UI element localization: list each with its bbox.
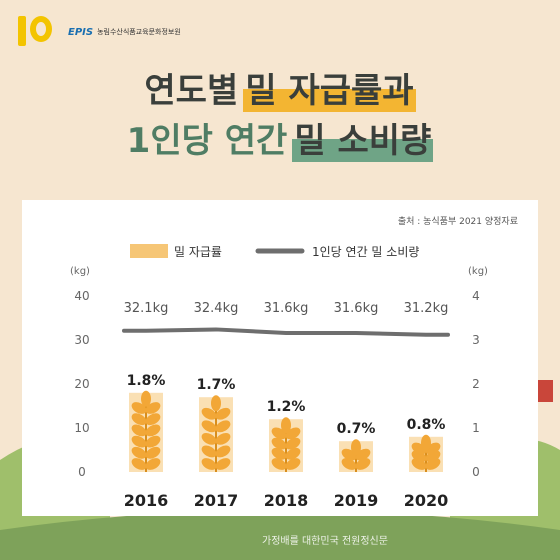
- watermark: 가정배를 대한민국 전원정신문: [262, 536, 388, 547]
- left-axis-tick: 0: [78, 465, 86, 479]
- title-part-2b: 밀 소비량: [292, 120, 434, 162]
- legend-label-bar: 밀 자급률: [174, 245, 222, 259]
- line-data-label: 31.6kg: [334, 301, 379, 316]
- right-axis-tick: 1: [472, 421, 480, 435]
- bar-data-label: 1.7%: [197, 377, 236, 393]
- right-axis-tick: 4: [472, 289, 480, 303]
- logo: EPIS 농림수산식품교육문화정보원: [16, 14, 181, 50]
- wheat-icon: [201, 395, 231, 472]
- bar-data-label: 0.7%: [337, 421, 376, 437]
- right-axis-tick: 0: [472, 465, 480, 479]
- wheat-icon: [341, 439, 371, 472]
- legend-label-line: 1인당 연간 밀 소비량: [312, 245, 419, 259]
- x-axis-category-label: 2020: [404, 491, 449, 510]
- title-part-1b: 밀 자급률과: [243, 70, 416, 112]
- title-part-1a: 연도별: [144, 71, 239, 111]
- wheat-icon: [271, 417, 301, 472]
- bar-data-label: 1.8%: [127, 373, 166, 389]
- logo-brand: EPIS: [68, 26, 94, 38]
- right-axis-tick: 3: [472, 333, 480, 347]
- line-data-label: 31.6kg: [264, 301, 309, 316]
- wheat-icon: [411, 434, 441, 472]
- logo-org-name: 농림수산식품교육문화정보원: [97, 28, 181, 36]
- title-line-2: 1인당 연간 밀 소비량: [0, 120, 560, 162]
- x-axis-category-label: 2019: [334, 491, 379, 510]
- title-line-1: 연도별 밀 자급률과: [0, 70, 560, 112]
- left-axis-unit: (kg): [70, 266, 90, 277]
- chart-card: 출처 : 농식품부 2021 양정자료 밀 자급률 1인당 연간 밀 소비량 (…: [22, 200, 538, 516]
- left-axis-tick: 30: [74, 333, 89, 347]
- line-data-label: 32.1kg: [124, 301, 169, 316]
- bar-data-label: 0.8%: [407, 417, 446, 433]
- consumption-series-line: [122, 327, 450, 337]
- right-axis-tick: 2: [472, 377, 480, 391]
- left-axis-tick: 10: [74, 421, 89, 435]
- left-axis-tick: 20: [74, 377, 89, 391]
- legend-swatch-bar: [130, 244, 168, 258]
- x-axis-category-label: 2018: [264, 491, 309, 510]
- anniversary-10-icon: [16, 14, 62, 50]
- x-axis-category-label: 2017: [194, 491, 239, 510]
- source-note: 출처 : 농식품부 2021 양정자료: [398, 215, 518, 227]
- line-data-label: 32.4kg: [194, 301, 239, 316]
- chart-svg: 출처 : 농식품부 2021 양정자료 밀 자급률 1인당 연간 밀 소비량 (…: [70, 215, 518, 510]
- title-part-2a: 1인당 연간: [126, 121, 288, 161]
- left-axis-tick: 40: [74, 289, 89, 303]
- line-data-label: 31.2kg: [404, 301, 449, 316]
- x-axis-category-label: 2016: [124, 491, 169, 510]
- wheat-icon: [131, 390, 161, 472]
- right-axis-unit: (kg): [468, 266, 488, 277]
- bar-data-label: 1.2%: [267, 399, 306, 415]
